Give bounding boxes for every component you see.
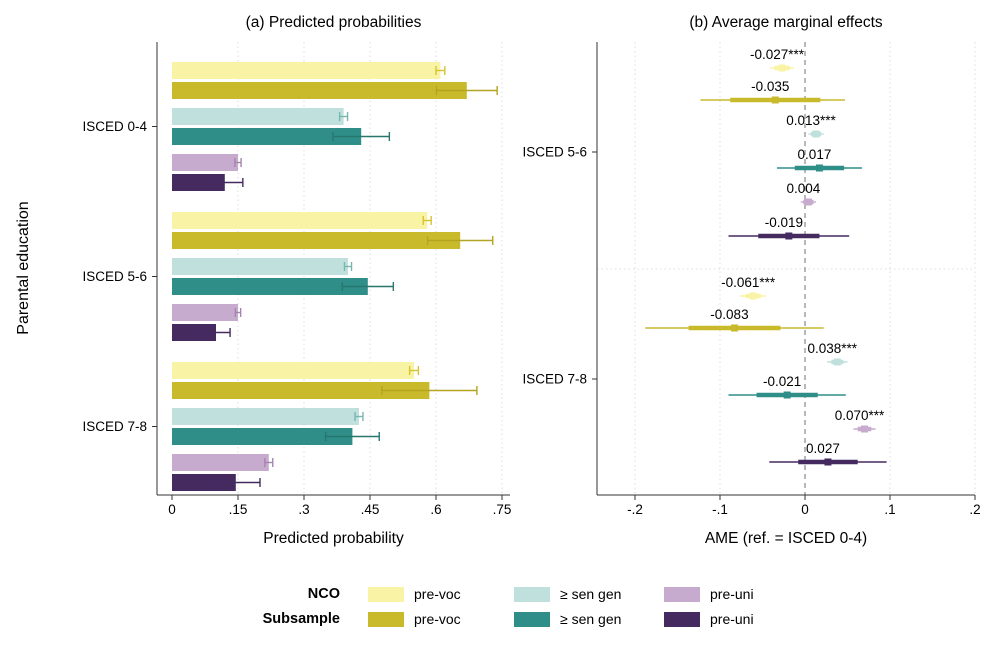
bar [172,454,269,471]
bar [172,128,362,145]
point-marker [730,324,738,332]
y-tick-label: ISCED 0-4 [82,119,147,134]
point-value-label: 0.017 [798,147,832,162]
bar [172,474,236,491]
point-value-label: -0.027*** [750,47,805,62]
bar [172,382,430,399]
x-tick-label: .75 [493,502,512,517]
legend-label-sub-pre-uni: pre-uni [710,611,754,627]
point-marker [804,198,812,206]
y-tick-label: ISCED 5-6 [82,269,147,284]
point-value-label: 0.004 [787,181,821,196]
point-marker [861,425,868,433]
point-marker [785,232,793,240]
legend-title-subsample: Subsample [262,611,340,627]
legend-swatch-sub-sen-gen [514,611,550,627]
x-tick-label: -.1 [712,502,728,517]
chart-canvas: 0 .15 .3 .45 .6 .75 ISCED 0-4 ISCED 5-6 ISCED 7-… [82,42,981,517]
x-tick-label: .15 [229,502,248,517]
x-tick-label: -.2 [627,502,643,517]
legend-swatch-nco-sen-gen [514,586,550,602]
x-tick-label: .45 [361,502,380,517]
x-tick-label: 0 [801,502,809,517]
point-value-label: -0.061*** [721,275,776,290]
bar [172,174,225,191]
point-value-label: -0.019 [765,215,803,230]
bar [172,278,368,295]
bar [172,324,216,341]
bar [172,154,238,171]
bar [172,212,428,229]
x-tick-label: .6 [430,502,441,517]
point-value-label: 0.038*** [808,341,858,356]
panel-b-x-axis-label: AME (ref. = ISCED 0-4) [704,530,868,547]
point-marker [783,391,791,399]
legend-item-nco-pre-voc: pre-voc [368,586,514,602]
bar [172,62,441,79]
point-marker [749,292,757,300]
point-marker [833,358,841,366]
y-tick-label: ISCED 7-8 [522,372,587,387]
bar [172,362,414,379]
legend-label-nco-sen-gen: ≥ sen gen [560,586,622,602]
legend-label-sub-sen-gen: ≥ sen gen [560,611,622,627]
bar [172,258,348,275]
point-value-label: -0.035 [751,79,789,94]
point-value-label: -0.021 [763,374,801,389]
legend-item-sub-sen-gen: ≥ sen gen [514,611,664,627]
legend-title-nco: NCO [307,586,340,602]
panel-b-title: (b) Average marginal effects [689,14,883,31]
x-tick-label: .1 [884,502,895,517]
point-marker [812,130,820,138]
legend-swatch-nco-pre-uni [664,586,700,602]
bar [172,108,344,125]
legend-item-nco-pre-uni: pre-uni [664,586,804,602]
panel-a-title: (a) Predicted probabilities [245,14,422,31]
legend-swatch-nco-pre-voc [368,586,404,602]
point-marker [815,164,823,172]
legend-label-sub-pre-voc: pre-voc [414,611,461,627]
legend-item-sub-pre-voc: pre-voc [368,611,514,627]
bar [172,428,353,445]
bar [172,408,359,425]
legend-label-nco-pre-uni: pre-uni [710,586,754,602]
x-tick-label: .3 [298,502,309,517]
point-value-label: 0.027 [806,441,840,456]
legend-item-sub-pre-uni: pre-uni [664,611,804,627]
bar [172,232,461,249]
x-tick-label: 0 [168,502,176,517]
y-tick-label: ISCED 5-6 [522,145,587,160]
bar [172,82,467,99]
point-value-label: 0.013*** [786,113,836,128]
point-marker [778,64,786,72]
point-marker [771,96,779,104]
legend-label-nco-pre-voc: pre-voc [414,586,461,602]
bar [172,304,238,321]
point-marker [824,458,832,466]
legend: NCO pre-voc ≥ sen gen pre-uni Subsample … [238,586,804,627]
legend-item-nco-sen-gen: ≥ sen gen [514,586,664,602]
x-tick-label: .2 [969,502,980,517]
panel-a-x-axis-label: Predicted probability [263,530,404,547]
y-tick-label: ISCED 7-8 [82,419,147,434]
point-value-label: -0.083 [710,307,748,322]
legend-swatch-sub-pre-voc [368,611,404,627]
point-value-label: 0.070*** [835,408,885,423]
legend-swatch-sub-pre-uni [664,611,700,627]
